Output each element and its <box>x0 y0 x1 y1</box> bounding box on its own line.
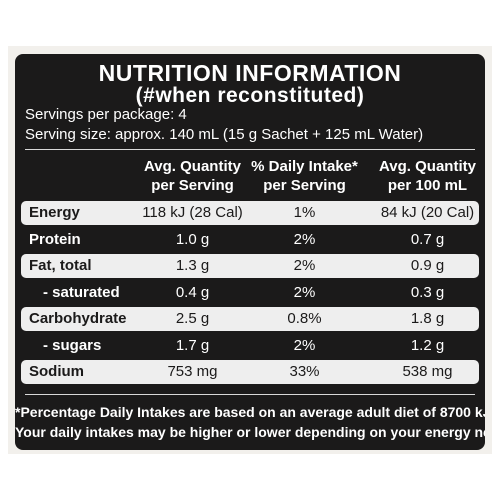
header-daily-intake: % Daily Intake* per Serving <box>242 157 367 195</box>
servings-per-package: Servings per package: 4 <box>25 106 187 123</box>
value-per-serving: 0.4 g <box>175 284 210 301</box>
value-per-100ml: 84 kJ (20 Cal) <box>380 204 475 221</box>
nutrient-row-energy: Energy 118 kJ (28 Cal) 1% 84 kJ (20 Cal) <box>21 201 479 225</box>
nutrient-row-carbohydrate: Carbohydrate 2.5 g 0.8% 1.8 g <box>21 307 479 331</box>
panel-title: NUTRITION INFORMATION <box>98 60 402 86</box>
header-per-serving: Avg. Quantity per Serving <box>130 157 255 195</box>
panel-subtitle: (#when reconstituted) <box>135 84 365 107</box>
footnote-line-1: *Percentage Daily Intakes are based on a… <box>15 404 485 420</box>
header-daily-intake-line2: per Serving <box>263 177 346 194</box>
nutrition-panel: NUTRITION INFORMATION (#when reconstitut… <box>15 54 485 450</box>
nutrient-name: Fat, total <box>29 257 92 274</box>
value-per-100ml: 0.7 g <box>410 231 445 248</box>
value-daily-intake: 2% <box>293 284 316 301</box>
value-per-serving: 2.5 g <box>175 310 210 327</box>
footnote-line-2: Your daily intakes may be higher or lowe… <box>15 424 485 440</box>
value-per-serving: 1.0 g <box>175 231 210 248</box>
value-per-100ml: 1.8 g <box>410 310 445 327</box>
header-per-100ml-line1: Avg. Quantity <box>379 158 476 175</box>
value-daily-intake: 0.8% <box>287 310 322 327</box>
value-per-100ml: 1.2 g <box>410 337 445 354</box>
nutrient-name: - saturated <box>43 284 120 301</box>
nutrient-row-sugars: - sugars 1.7 g 2% 1.2 g <box>21 334 479 358</box>
nutrient-row-fat-total: Fat, total 1.3 g 2% 0.9 g <box>21 254 479 278</box>
nutrient-row-saturated: - saturated 0.4 g 2% 0.3 g <box>21 281 479 305</box>
value-per-serving: 118 kJ (28 Cal) <box>142 204 243 221</box>
value-daily-intake: 2% <box>293 337 316 354</box>
header-per-100ml-line2: per 100 mL <box>387 177 468 194</box>
value-daily-intake: 2% <box>293 257 316 274</box>
header-per-100ml: Avg. Quantity per 100 mL <box>365 157 485 195</box>
header-per-serving-line1: Avg. Quantity <box>144 158 241 175</box>
divider <box>25 394 475 395</box>
nutrient-name: Sodium <box>29 363 84 380</box>
value-per-100ml: 0.3 g <box>410 284 445 301</box>
nutrient-row-protein: Protein 1.0 g 2% 0.7 g <box>21 228 479 252</box>
nutrient-name: Energy <box>29 204 80 221</box>
header-daily-intake-line1: % Daily Intake* <box>251 158 358 175</box>
value-per-serving: 753 mg <box>167 363 218 380</box>
nutrient-name: - sugars <box>43 337 102 354</box>
value-per-serving: 1.7 g <box>175 337 210 354</box>
value-per-100ml: 0.9 g <box>410 257 445 274</box>
value-daily-intake: 33% <box>289 363 320 380</box>
value-per-100ml: 538 mg <box>402 363 453 380</box>
nutrient-name: Protein <box>29 231 81 248</box>
divider <box>25 149 475 150</box>
nutrient-row-sodium: Sodium 753 mg 33% 538 mg <box>21 360 479 384</box>
value-per-serving: 1.3 g <box>175 257 210 274</box>
value-daily-intake: 1% <box>293 204 316 221</box>
value-daily-intake: 2% <box>293 231 316 248</box>
nutrient-name: Carbohydrate <box>29 310 127 327</box>
header-per-serving-line2: per Serving <box>151 177 234 194</box>
serving-size: Serving size: approx. 140 mL (15 g Sache… <box>25 126 424 143</box>
